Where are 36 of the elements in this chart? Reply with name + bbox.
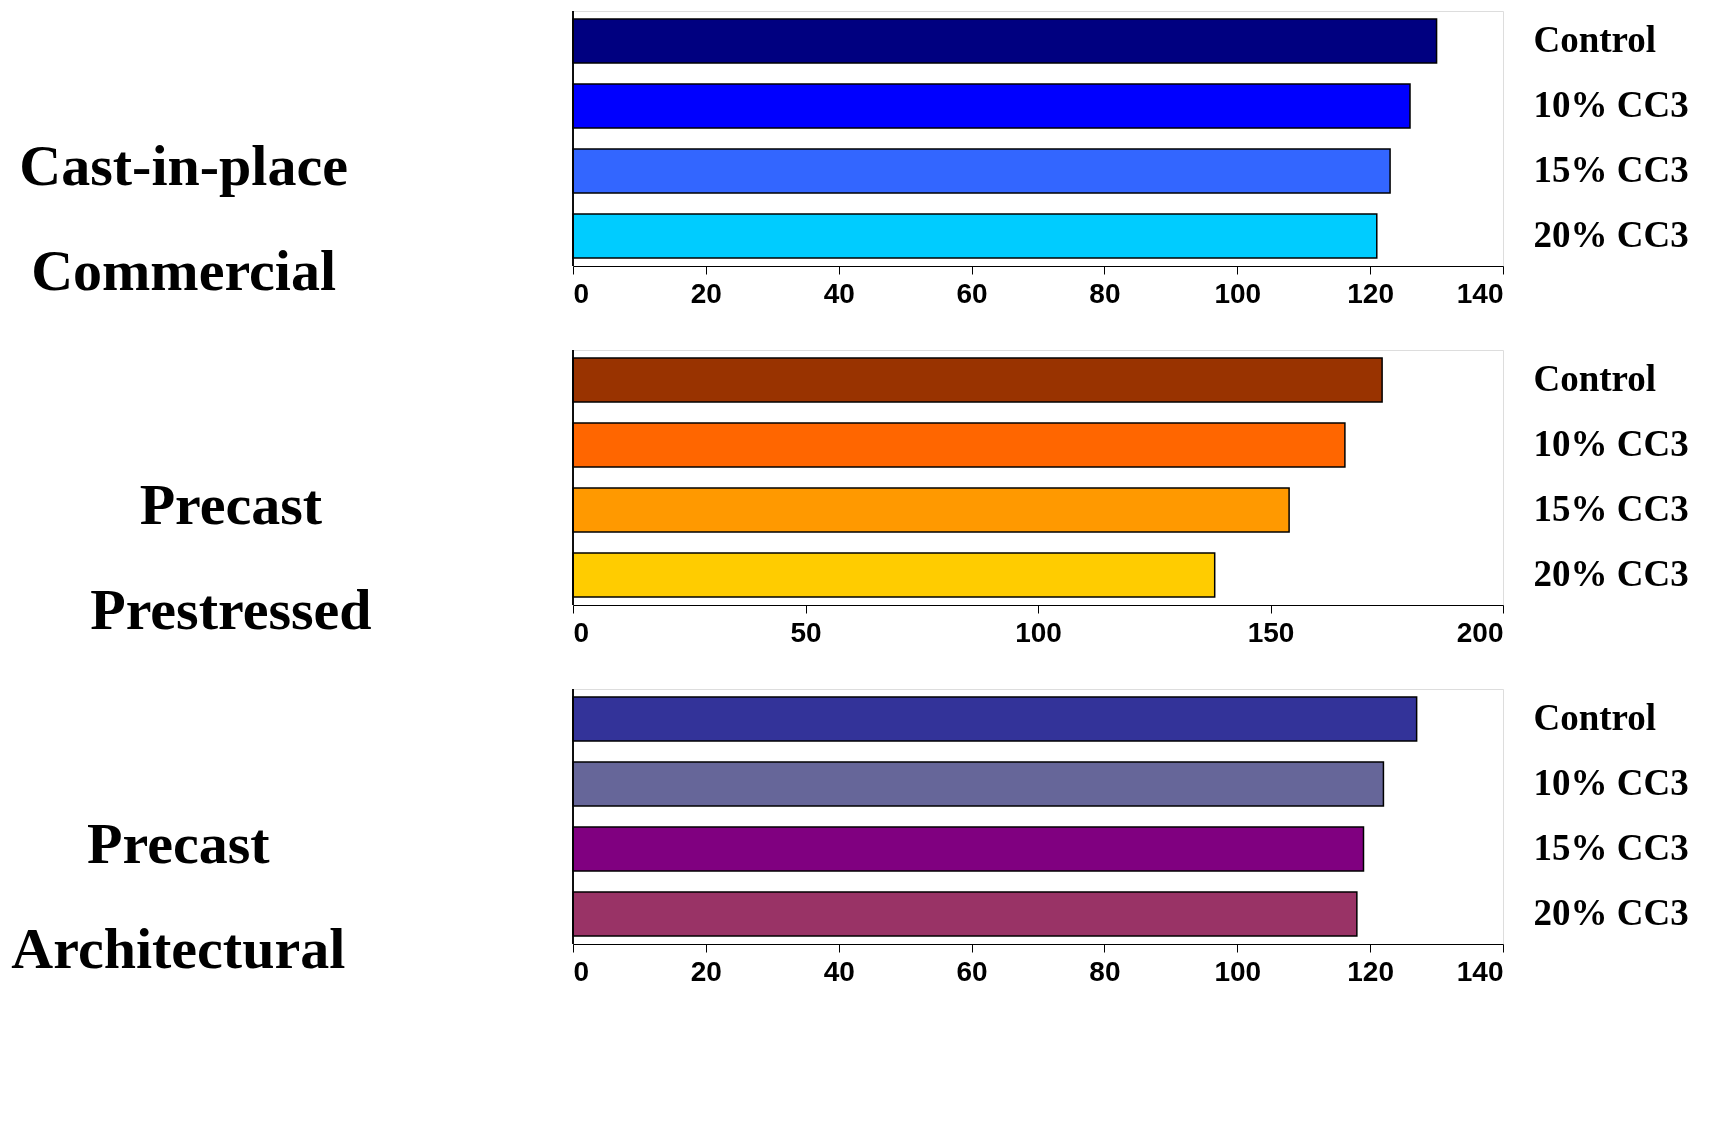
x-tick-label: 150 xyxy=(1247,616,1295,648)
y-tick-label: 15% CC3 xyxy=(1533,827,1689,869)
x-tick-label: 0 xyxy=(573,955,590,987)
x-tick-label: 0 xyxy=(573,616,590,648)
x-tick-label: 120 xyxy=(1347,277,1394,309)
y-tick-label: 20% CC3 xyxy=(1533,553,1689,595)
y-tick-label: Control xyxy=(1533,18,1657,60)
y-axis-title: Precast Architectural xyxy=(11,810,346,981)
y-tick-label: Control xyxy=(1533,696,1657,738)
x-tick-label: 140 xyxy=(1456,955,1504,987)
x-tick-label: 40 xyxy=(823,955,855,987)
x-tick-label: 50 xyxy=(790,616,822,648)
x-tick-label: 20 xyxy=(690,277,722,309)
y-tick-label: 10% CC3 xyxy=(1533,83,1689,125)
y-tick-label: 20% CC3 xyxy=(1533,214,1689,256)
x-tick-label: 40 xyxy=(823,277,855,309)
x-tick-label: 0 xyxy=(573,277,590,309)
y-tick-label: 15% CC3 xyxy=(1533,149,1689,191)
x-tick-label: 60 xyxy=(956,277,988,309)
y-tick-label: 15% CC3 xyxy=(1533,488,1689,530)
x-tick-label: 80 xyxy=(1089,277,1121,309)
x-tick-label: 120 xyxy=(1347,955,1394,987)
y-tick-label: 10% CC3 xyxy=(1533,422,1689,464)
y-axis-title: Cast-in-place Commercial xyxy=(19,132,348,303)
x-tick-label: 200 xyxy=(1456,616,1504,648)
x-tick-label: 100 xyxy=(1015,616,1062,648)
x-tick-label: 100 xyxy=(1214,277,1262,309)
x-tick-label: 20 xyxy=(690,955,722,987)
x-tick-label: 60 xyxy=(956,955,988,987)
x-tick-label: 100 xyxy=(1214,955,1262,987)
x-tick-label: 140 xyxy=(1456,277,1504,309)
y-tick-label: 10% CC3 xyxy=(1533,761,1689,803)
x-tick-label: 80 xyxy=(1089,955,1121,987)
y-axis-title: Precast Prestressed xyxy=(90,471,372,642)
y-tick-label: Control xyxy=(1533,357,1657,399)
y-tick-label: 20% CC3 xyxy=(1533,892,1689,934)
